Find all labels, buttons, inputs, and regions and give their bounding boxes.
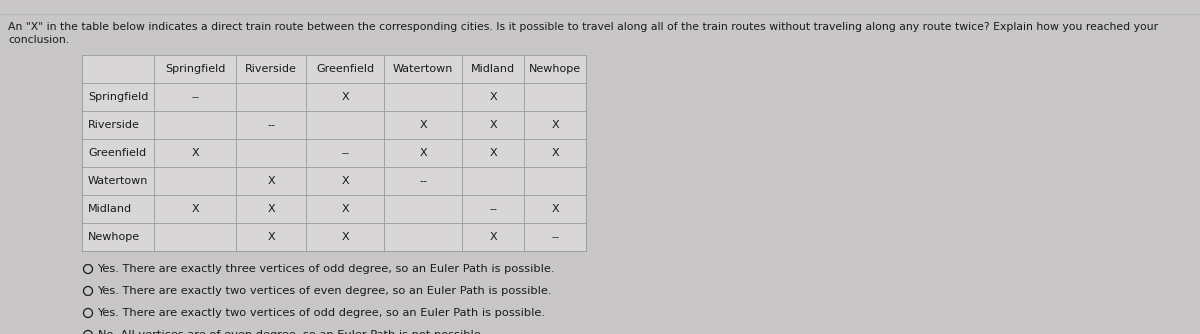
Text: X: X — [341, 92, 349, 102]
Text: X: X — [551, 120, 559, 130]
Text: X: X — [341, 204, 349, 214]
Text: --: -- — [266, 120, 275, 130]
Text: X: X — [268, 232, 275, 242]
Text: X: X — [341, 232, 349, 242]
Text: X: X — [490, 232, 497, 242]
Text: --: -- — [341, 148, 349, 158]
Text: Midland: Midland — [88, 204, 132, 214]
Text: X: X — [551, 204, 559, 214]
Text: X: X — [268, 204, 275, 214]
Text: An "X" in the table below indicates a direct train route between the correspondi: An "X" in the table below indicates a di… — [8, 22, 1158, 32]
Text: X: X — [419, 148, 427, 158]
Text: X: X — [268, 176, 275, 186]
Text: Yes. There are exactly three vertices of odd degree, so an Euler Path is possibl: Yes. There are exactly three vertices of… — [97, 264, 554, 274]
Text: X: X — [191, 148, 199, 158]
Text: Riverside: Riverside — [245, 64, 296, 74]
Text: X: X — [191, 204, 199, 214]
Text: X: X — [490, 92, 497, 102]
Text: Riverside: Riverside — [88, 120, 140, 130]
Text: Greenfield: Greenfield — [88, 148, 146, 158]
Text: Watertown: Watertown — [392, 64, 454, 74]
Text: X: X — [490, 120, 497, 130]
Text: No. All vertices are of even degree, so an Euler Path is not possible.: No. All vertices are of even degree, so … — [97, 330, 484, 334]
Text: Newhope: Newhope — [529, 64, 581, 74]
Text: X: X — [419, 120, 427, 130]
Text: Greenfield: Greenfield — [316, 64, 374, 74]
Bar — [82, 55, 586, 251]
Text: conclusion.: conclusion. — [8, 35, 70, 45]
Text: --: -- — [551, 232, 559, 242]
Text: X: X — [551, 148, 559, 158]
Text: Yes. There are exactly two vertices of even degree, so an Euler Path is possible: Yes. There are exactly two vertices of e… — [97, 286, 552, 296]
Text: Watertown: Watertown — [88, 176, 149, 186]
Text: Springfield: Springfield — [164, 64, 226, 74]
Text: Newhope: Newhope — [88, 232, 140, 242]
Text: --: -- — [419, 176, 427, 186]
Text: --: -- — [191, 92, 199, 102]
Text: X: X — [490, 148, 497, 158]
Text: Midland: Midland — [470, 64, 515, 74]
Text: Springfield: Springfield — [88, 92, 149, 102]
Text: --: -- — [490, 204, 497, 214]
Text: X: X — [341, 176, 349, 186]
Text: Yes. There are exactly two vertices of odd degree, so an Euler Path is possible.: Yes. There are exactly two vertices of o… — [97, 308, 546, 318]
